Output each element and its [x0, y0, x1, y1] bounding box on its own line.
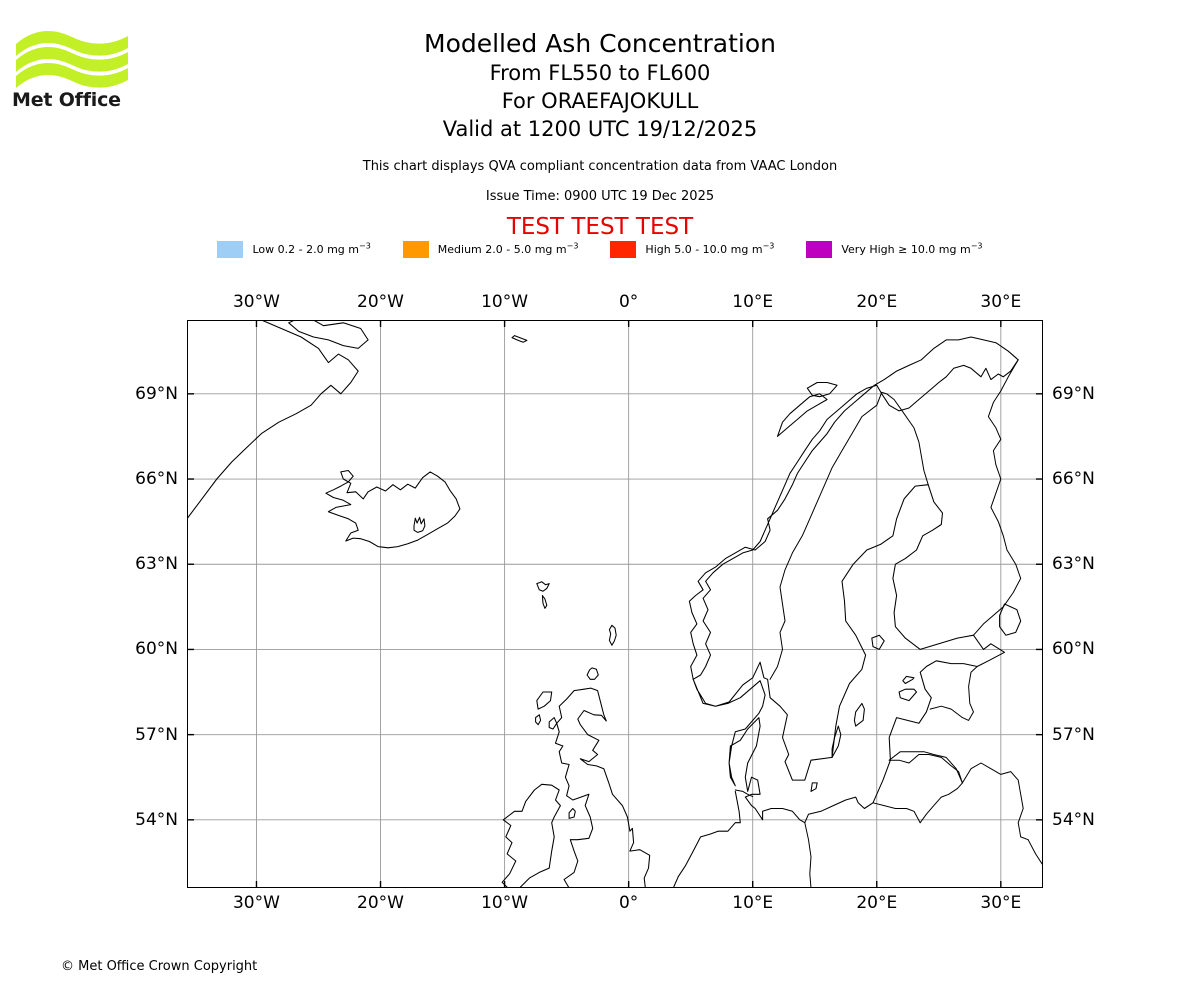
- coastline-hebrides2: [536, 691, 553, 710]
- coastline-ladoga: [999, 603, 1022, 636]
- lon-tick-label-top: 30°W: [232, 292, 280, 312]
- lon-tick-label-bottom: 10°W: [481, 893, 529, 913]
- chart-header: Modelled Ash Concentration From FL550 to…: [0, 0, 1200, 240]
- coastline-lofoten2: [806, 381, 838, 398]
- volcano-name: For ORAEFAJOKULL: [501, 89, 699, 113]
- border-poland-lithuania: [872, 802, 921, 824]
- lat-tick-label-left: 57°N: [135, 724, 178, 745]
- legend-swatch-low: [217, 241, 244, 258]
- lat-tick-label-right: 63°N: [1052, 554, 1095, 575]
- coastline-greenland-east: [187, 320, 359, 520]
- concentration-legend: Low 0.2 - 2.0 mg m−3 Medium 2.0 - 5.0 mg …: [0, 241, 1200, 258]
- coastline-ireland: [501, 783, 561, 888]
- met-office-wave-icon: [16, 30, 128, 88]
- legend-swatch-high: [610, 241, 637, 258]
- issue-time: Issue Time: 0900 UTC 19 Dec 2025: [485, 189, 715, 204]
- coastline-norway-sweden: [692, 484, 1006, 824]
- flight-level-range: From FL550 to FL600: [489, 61, 711, 85]
- border-latvia-lithuania: [888, 751, 963, 784]
- page-title: Modelled Ash Concentration: [424, 29, 776, 58]
- copyright-notice: © Met Office Crown Copyright: [61, 959, 258, 974]
- coastline-greenland-inner: [288, 320, 369, 349]
- lon-tick-label-top: 20°W: [357, 292, 404, 312]
- coastline-hebrides: [535, 714, 542, 726]
- border-baltic-states-borders: [888, 754, 963, 824]
- border-ukraine-border: [1027, 839, 1043, 866]
- legend-item-low: Low 0.2 - 2.0 mg m−3: [217, 241, 371, 258]
- lat-tick-label-left: 54°N: [135, 809, 178, 830]
- coastline-orkney: [586, 667, 599, 680]
- lon-tick-label-bottom: 0°: [618, 893, 639, 913]
- coastline-skye: [548, 717, 558, 730]
- lon-tick-label-top: 0°: [618, 292, 639, 312]
- coastline-aland: [871, 634, 885, 650]
- map-container[interactable]: [187, 320, 1043, 888]
- ash-concentration-map[interactable]: [187, 320, 1043, 888]
- lat-tick-label-left: 63°N: [135, 554, 178, 575]
- legend-swatch-medium: [402, 241, 429, 258]
- coastlines: [187, 320, 1043, 888]
- lon-tick-label-bottom: 30°E: [980, 893, 1022, 913]
- graticule-grid: [187, 320, 1043, 888]
- border-denmark-germany-border: [734, 789, 754, 798]
- lon-tick-label-bottom: 20°E: [856, 893, 898, 913]
- lat-tick-label-right: 66°N: [1052, 469, 1095, 490]
- map-frame-border: [187, 320, 1043, 888]
- coastline-faroes: [536, 581, 550, 592]
- met-office-logo: Met Office: [12, 26, 132, 114]
- lat-tick-label-left: 66°N: [135, 469, 178, 490]
- lon-tick-label-bottom: 30°W: [232, 893, 280, 913]
- lon-tick-label-top: 30°E: [980, 292, 1022, 312]
- legend-item-very-high: Very High ≥ 10.0 mg m−3: [806, 241, 983, 258]
- lat-tick-label-left: 60°N: [135, 639, 178, 660]
- lon-tick-label-bottom: 10°E: [732, 893, 774, 913]
- lon-tick-label-top: 10°E: [732, 292, 774, 312]
- legend-item-high: High 5.0 - 10.0 mg m−3: [610, 241, 774, 258]
- coastline-vatnajokull: [413, 516, 426, 533]
- legend-swatch-very-high: [806, 241, 833, 258]
- border-finland-sweden-border: [881, 391, 929, 486]
- coastline-isle-of-man: [568, 807, 576, 819]
- legend-label-high: High 5.0 - 10.0 mg m−3: [645, 241, 775, 256]
- border-finland-russia-border: [973, 359, 1022, 636]
- legend-label-low: Low 0.2 - 2.0 mg m−3: [252, 241, 371, 256]
- coastline-shetland: [608, 624, 617, 646]
- border-latvia-estonia: [929, 666, 978, 721]
- legend-label-medium: Medium 2.0 - 5.0 mg m−3: [437, 241, 579, 256]
- lat-tick-label-right: 54°N: [1052, 809, 1095, 830]
- coastline-hiiumaa: [902, 675, 915, 685]
- border-norway-sweden-border: [769, 391, 883, 680]
- coastline-iceland: [325, 469, 461, 549]
- lat-tick-label-left: 69°N: [135, 383, 178, 404]
- coastline-netherlands-coast: [677, 790, 741, 878]
- coastline-faroes2: [541, 594, 548, 609]
- border-germany-poland-border: [804, 822, 812, 888]
- coastline-oland: [831, 725, 842, 758]
- lon-tick-label-top: 20°E: [856, 292, 898, 312]
- valid-time: Valid at 1200 UTC 19/12/2025: [442, 117, 758, 141]
- border-belarus-border: [961, 762, 1029, 841]
- met-office-wordmark: Met Office: [12, 89, 121, 111]
- legend-label-very-high: Very High ≥ 10.0 mg m−3: [841, 241, 983, 256]
- lat-tick-label-right: 60°N: [1052, 639, 1095, 660]
- coastline-saaremaa: [898, 688, 918, 702]
- coastline-jan-mayen: [511, 335, 528, 343]
- coastline-lofoten: [776, 393, 828, 437]
- coastline-great-britain: [554, 687, 651, 888]
- coastline-gotland: [853, 702, 865, 727]
- coastline-norway-coast: [688, 336, 1019, 680]
- lat-tick-label-right: 57°N: [1052, 724, 1095, 745]
- lon-tick-label-top: 10°W: [481, 292, 529, 312]
- qva-compliance-note: This chart displays QVA compliant concen…: [362, 159, 838, 174]
- test-banner: TEST TEST TEST: [506, 214, 694, 240]
- legend-item-medium: Medium 2.0 - 5.0 mg m−3: [402, 241, 579, 258]
- coastline-bornholm: [810, 782, 818, 792]
- lat-tick-label-right: 69°N: [1052, 383, 1095, 404]
- lon-tick-label-bottom: 20°W: [357, 893, 404, 913]
